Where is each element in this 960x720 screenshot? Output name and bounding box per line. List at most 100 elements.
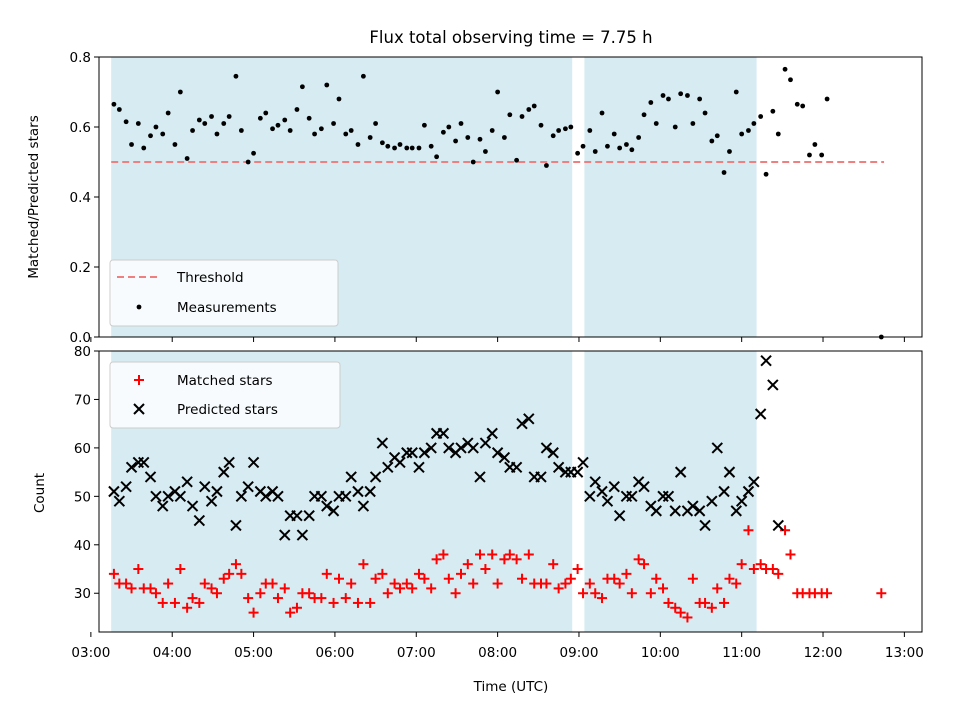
predicted-star-point <box>357 500 370 512</box>
measurement-point <box>257 115 263 121</box>
predicted-star-point <box>486 427 498 440</box>
bot-y-tick-label: 60 <box>74 441 91 457</box>
matched-star-point <box>553 583 564 594</box>
matched-star-point <box>578 588 589 599</box>
measurement-point <box>177 89 183 95</box>
measurement-point <box>526 107 532 112</box>
measurement-point <box>453 138 458 144</box>
bot-y-tick-label: 40 <box>74 538 91 554</box>
matched-star-point <box>785 549 796 560</box>
x-tick-label: 09:00 <box>560 645 599 661</box>
top-y-axis-label: Matched/Predicted stars <box>26 115 42 278</box>
measurement-point <box>489 128 495 133</box>
matched-star-point <box>175 564 186 575</box>
matched-star-point <box>474 549 485 560</box>
matched-star-point <box>626 588 637 599</box>
measurement-point <box>153 124 159 130</box>
measurement-point <box>788 77 793 83</box>
matched-star-point <box>279 583 290 594</box>
measurement-point <box>160 131 166 137</box>
matched-star-point <box>182 602 193 613</box>
matched-star-point <box>346 578 357 589</box>
matched-star-point <box>224 568 235 579</box>
predicted-star-point <box>406 447 418 459</box>
matched-star-point <box>609 573 620 584</box>
matched-star-point <box>572 564 583 575</box>
predicted-star-point <box>693 505 706 517</box>
measurement-point <box>477 136 483 142</box>
top-legend: Threshold Measurements <box>109 259 339 327</box>
matched-star-point <box>163 578 174 589</box>
matched-star-point <box>394 583 405 594</box>
measurement-point <box>501 135 507 140</box>
legend-measurements-swatch <box>136 304 142 310</box>
predicted-star-point <box>211 485 223 498</box>
predicted-star-point <box>186 500 199 512</box>
predicted-star-point <box>510 461 523 473</box>
measurement-point <box>624 142 629 147</box>
measurement-point <box>702 110 708 116</box>
measurement-point <box>282 117 288 123</box>
predicted-star-point <box>296 529 309 541</box>
measurement-points <box>111 66 884 340</box>
bottom-y-axis-label: Count <box>32 473 48 513</box>
matched-star-point <box>340 593 351 604</box>
measurement-point <box>580 143 586 149</box>
matched-star-point <box>822 588 833 599</box>
predicted-star-point <box>718 485 730 498</box>
matched-star-point <box>487 549 498 560</box>
predicted-star-point <box>218 466 230 478</box>
predicted-star-point <box>767 379 779 391</box>
count-points <box>108 354 887 623</box>
matched-star-point <box>316 593 327 604</box>
predicted-star-point <box>535 471 547 483</box>
x-tick-label: 11:00 <box>722 645 761 661</box>
predicted-star-point <box>352 485 364 498</box>
predicted-star-point <box>735 495 748 507</box>
matched-star-point <box>731 578 742 589</box>
measurement-point <box>270 126 275 132</box>
predicted-star-point <box>601 495 614 507</box>
matched-star-point <box>492 578 503 589</box>
matched-star-point <box>407 583 418 594</box>
top-y-tick-label: 0.6 <box>70 120 91 136</box>
matched-star-point <box>748 564 759 575</box>
matched-star-point <box>450 588 461 599</box>
x-tick-label: 12:00 <box>804 645 843 661</box>
bottom-legend-box <box>109 361 341 429</box>
matched-star-point <box>639 559 650 570</box>
measurement-point <box>434 154 440 160</box>
matched-star-point <box>480 564 491 575</box>
measurement-point <box>416 145 422 151</box>
measurement-point <box>116 107 122 112</box>
bot-shaded-window-1 <box>584 351 757 632</box>
x-tick-label: 07:00 <box>397 645 436 661</box>
matched-star-point <box>541 578 552 589</box>
x-tick-label: 05:00 <box>234 645 273 661</box>
measurement-point <box>727 149 732 154</box>
measurement-point <box>514 157 520 163</box>
measurement-point <box>775 131 781 137</box>
top-axes: 0.0 0.2 0.4 0.6 0.8 <box>70 50 923 346</box>
bot-y-tick-label: 70 <box>74 392 91 408</box>
matched-star-point <box>560 578 571 589</box>
measurement-point <box>306 115 312 121</box>
measurement-point <box>245 159 251 165</box>
predicted-star-point <box>730 505 742 517</box>
measurement-point <box>336 96 342 102</box>
measurement-point <box>599 110 605 116</box>
matched-star-point <box>675 607 686 618</box>
matched-star-point <box>499 554 510 565</box>
predicted-star-point <box>577 456 589 469</box>
matched-star-point <box>133 564 144 575</box>
predicted-star-point <box>638 480 650 493</box>
predicted-star-point <box>626 490 638 503</box>
predicted-star-point <box>223 456 235 469</box>
measurement-point <box>360 73 366 79</box>
matched-star-point <box>401 578 412 589</box>
predicted-star-point <box>120 480 132 493</box>
measurement-point <box>470 159 476 165</box>
measurement-point <box>196 117 202 123</box>
predicted-star-point <box>742 485 755 498</box>
measurement-point <box>275 122 281 128</box>
